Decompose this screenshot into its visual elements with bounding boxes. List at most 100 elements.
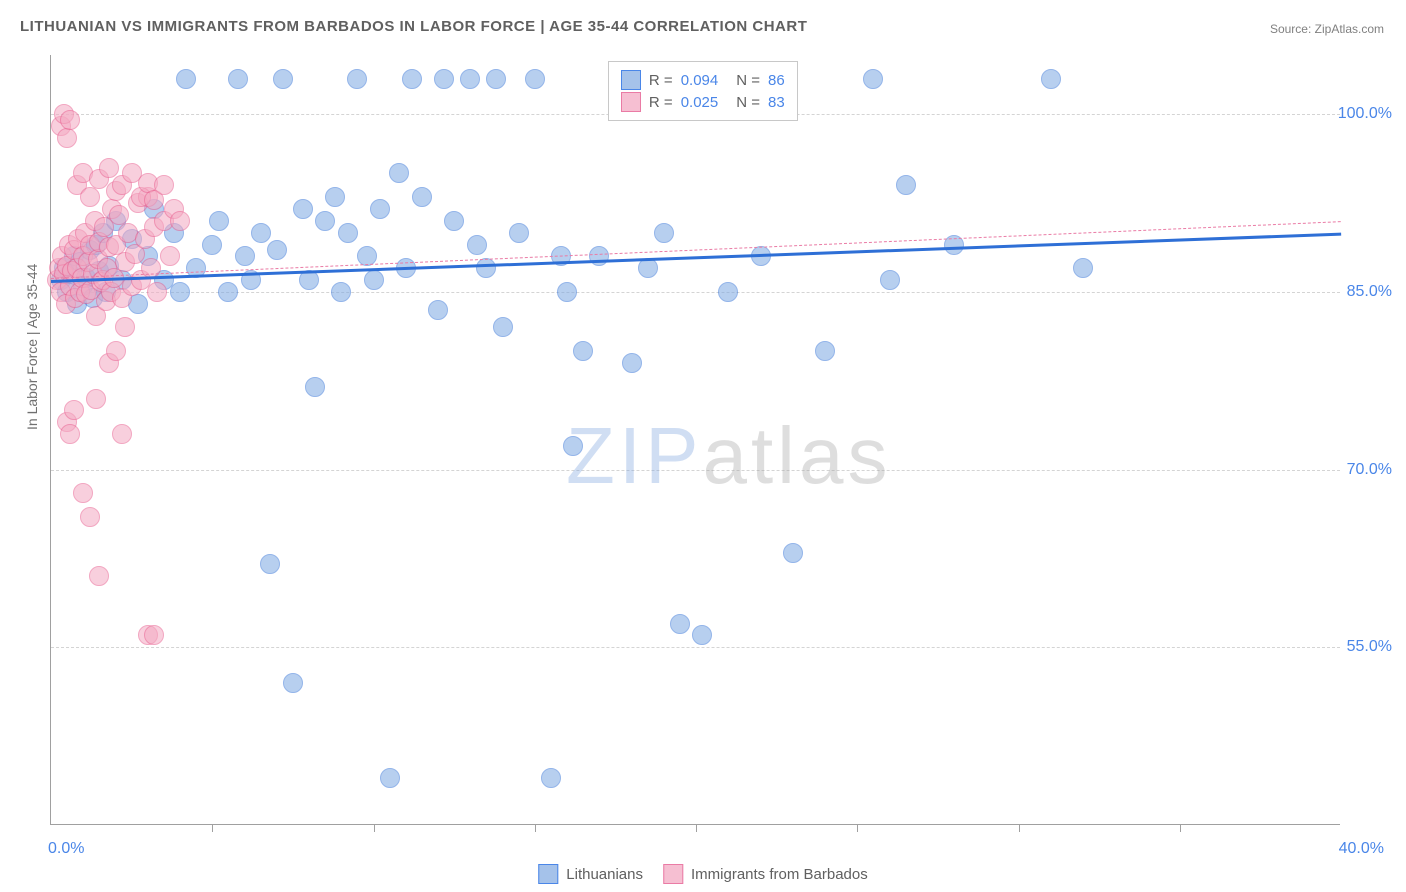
legend-swatch: [538, 864, 558, 884]
scatter-point: [305, 377, 325, 397]
legend-stats-row: R = 0.094 N = 86: [621, 70, 785, 90]
scatter-point: [541, 768, 561, 788]
scatter-point: [235, 246, 255, 266]
legend-series-label: Immigrants from Barbados: [691, 866, 868, 883]
scatter-point: [57, 128, 77, 148]
scatter-point: [525, 69, 545, 89]
gridline-h: [51, 470, 1340, 471]
scatter-point: [170, 282, 190, 302]
x-tick: [212, 824, 213, 832]
scatter-point: [106, 341, 126, 361]
scatter-point: [202, 235, 222, 255]
scatter-point: [486, 69, 506, 89]
scatter-point: [557, 282, 577, 302]
scatter-point: [467, 235, 487, 255]
scatter-point: [73, 483, 93, 503]
scatter-point: [896, 175, 916, 195]
chart-title: LITHUANIAN VS IMMIGRANTS FROM BARBADOS I…: [20, 18, 807, 35]
scatter-point: [638, 258, 658, 278]
scatter-point: [80, 187, 100, 207]
scatter-point: [622, 353, 642, 373]
scatter-point: [147, 282, 167, 302]
scatter-point: [573, 341, 593, 361]
chart-plot-area: [50, 55, 1340, 825]
scatter-point: [60, 110, 80, 130]
scatter-point: [170, 211, 190, 231]
scatter-point: [218, 282, 238, 302]
legend-stats-row: R =0.025N =83: [621, 92, 785, 112]
scatter-point: [783, 543, 803, 563]
scatter-point: [176, 69, 196, 89]
gridline-h: [51, 292, 1340, 293]
scatter-point: [880, 270, 900, 290]
scatter-point: [815, 341, 835, 361]
scatter-point: [476, 258, 496, 278]
scatter-point: [347, 69, 367, 89]
x-tick: [1180, 824, 1181, 832]
scatter-point: [80, 507, 100, 527]
gridline-h: [51, 647, 1340, 648]
scatter-point: [493, 317, 513, 337]
scatter-point: [428, 300, 448, 320]
scatter-point: [283, 673, 303, 693]
legend-series-label: Lithuanians: [566, 866, 643, 883]
scatter-point: [273, 69, 293, 89]
scatter-point: [99, 158, 119, 178]
y-tick-label: 100.0%: [1338, 105, 1392, 123]
scatter-point: [692, 625, 712, 645]
scatter-point: [444, 211, 464, 231]
scatter-point: [460, 69, 480, 89]
legend-r-label: R =: [649, 94, 673, 111]
legend-n-label: N =: [736, 94, 760, 111]
legend-r-value: 0.025: [681, 94, 719, 111]
scatter-point: [509, 223, 529, 243]
scatter-point: [338, 223, 358, 243]
scatter-point: [112, 424, 132, 444]
y-tick-label: 70.0%: [1347, 461, 1392, 479]
y-tick-label: 85.0%: [1347, 283, 1392, 301]
legend-bottom: Lithuanians Immigrants from Barbados: [538, 864, 867, 884]
scatter-point: [209, 211, 229, 231]
y-axis-label: In Labor Force | Age 35-44: [24, 264, 40, 430]
scatter-point: [389, 163, 409, 183]
scatter-point: [589, 246, 609, 266]
scatter-point: [325, 187, 345, 207]
x-tick: [374, 824, 375, 832]
scatter-point: [89, 566, 109, 586]
scatter-point: [370, 199, 390, 219]
scatter-point: [863, 69, 883, 89]
scatter-point: [670, 614, 690, 634]
scatter-point: [563, 436, 583, 456]
legend-swatch: [621, 70, 641, 90]
scatter-point: [718, 282, 738, 302]
scatter-point: [380, 768, 400, 788]
scatter-point: [331, 282, 351, 302]
scatter-point: [1041, 69, 1061, 89]
scatter-point: [154, 175, 174, 195]
legend-r-value: 0.094: [681, 72, 719, 89]
legend-n-label: N =: [736, 72, 760, 89]
scatter-point: [402, 69, 422, 89]
x-tick: [696, 824, 697, 832]
legend-stats-box: R =0.094N =86R =0.025N =83: [608, 61, 798, 121]
scatter-point: [60, 424, 80, 444]
legend-swatch: [663, 864, 683, 884]
scatter-point: [115, 317, 135, 337]
scatter-point: [434, 69, 454, 89]
x-tick: [535, 824, 536, 832]
legend-item: Immigrants from Barbados: [663, 864, 868, 884]
scatter-point: [654, 223, 674, 243]
scatter-point: [228, 69, 248, 89]
scatter-point: [364, 270, 384, 290]
scatter-point: [412, 187, 432, 207]
legend-r-label: R =: [649, 72, 673, 89]
source-label: Source: ZipAtlas.com: [1270, 22, 1384, 36]
legend-swatch: [621, 92, 641, 112]
scatter-point: [260, 554, 280, 574]
scatter-point: [160, 246, 180, 266]
x-tick-label: 40.0%: [1339, 840, 1384, 858]
scatter-point: [1073, 258, 1093, 278]
legend-n-value: 86: [768, 72, 785, 89]
scatter-point: [251, 223, 271, 243]
scatter-point: [86, 389, 106, 409]
